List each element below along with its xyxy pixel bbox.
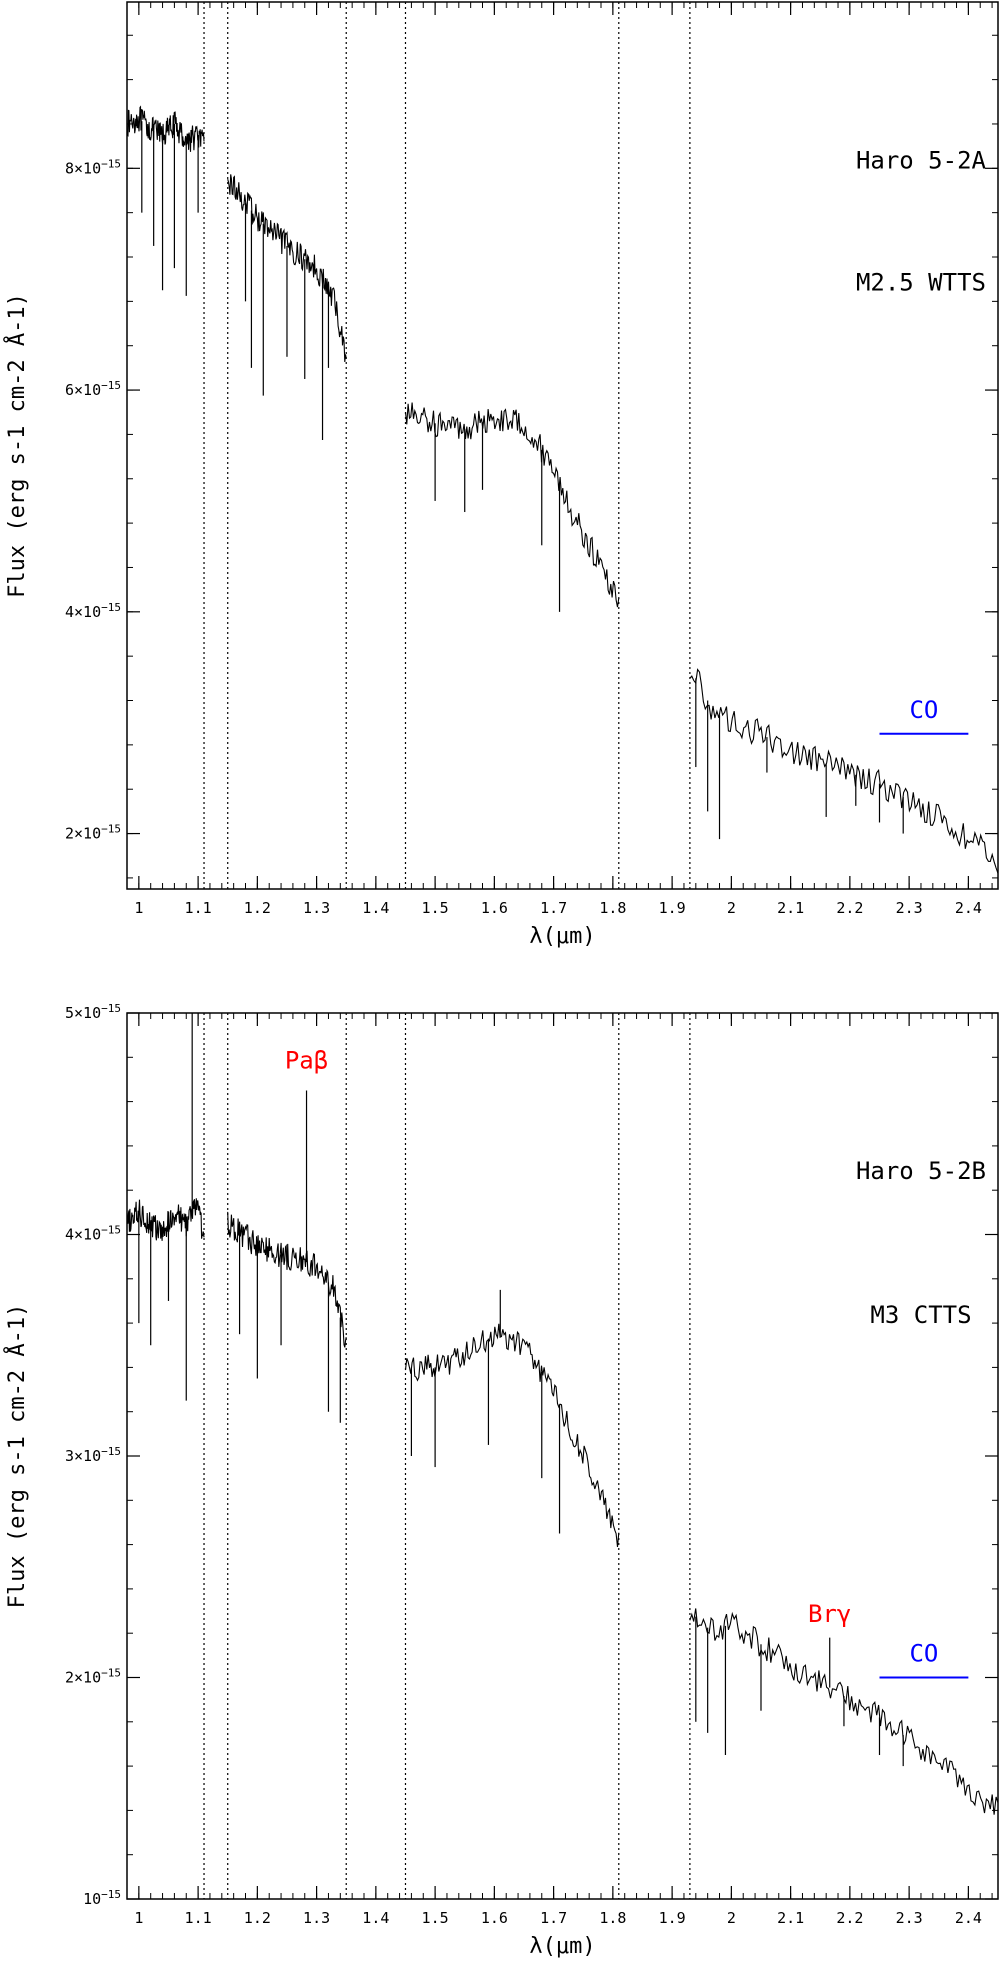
annotation-label: Haro 5-2A bbox=[856, 146, 987, 174]
spectrum-segment bbox=[404, 402, 620, 608]
x-tick-label: 1.6 bbox=[481, 899, 508, 917]
x-tick-label: 1.5 bbox=[422, 899, 449, 917]
x-tick-label: 1.9 bbox=[659, 899, 686, 917]
x-tick-label: 2.3 bbox=[896, 899, 923, 917]
y-axis-label: Flux (erg s-1 cm-2 Å-1) bbox=[3, 1304, 30, 1609]
x-tick-label: 1.1 bbox=[185, 1909, 212, 1927]
x-tick-label: 1.2 bbox=[244, 899, 271, 917]
y-axis-label: Flux (erg s-1 cm-2 Å-1) bbox=[3, 293, 30, 598]
x-tick-label: 1 bbox=[134, 1909, 143, 1927]
x-tick-label: 1.7 bbox=[540, 899, 567, 917]
x-tick-label: 1.4 bbox=[362, 899, 389, 917]
spectrum-segment bbox=[404, 1323, 620, 1547]
annotation-label: Paβ bbox=[285, 1046, 328, 1074]
co-band-label: CO bbox=[909, 696, 938, 724]
x-tick-label: 2.3 bbox=[896, 1909, 923, 1927]
y-tick-label: 10−15 bbox=[83, 1888, 121, 1908]
x-tick-label: 1.6 bbox=[481, 1909, 508, 1927]
x-axis-label: λ(μm) bbox=[529, 1934, 595, 1959]
x-tick-label: 2.2 bbox=[836, 1909, 863, 1927]
y-tick-label: 2×10−15 bbox=[65, 1667, 121, 1687]
x-axis-label: λ(μm) bbox=[529, 924, 595, 949]
spectrum-segment bbox=[126, 1198, 205, 1241]
plot-frame bbox=[126, 1012, 999, 1900]
x-tick-label: 2 bbox=[727, 899, 736, 917]
x-tick-label: 1.8 bbox=[599, 1909, 626, 1927]
spectrum-segment bbox=[126, 105, 205, 152]
plot-frame bbox=[126, 1, 999, 890]
x-tick-label: 2.4 bbox=[955, 1909, 982, 1927]
x-tick-label: 2.4 bbox=[955, 899, 982, 917]
panel-2: 1 1.1 1.2 1.3 1.4 1.5 1.6 1.7 1.8 1.9 2 2.1 2.2 2.3 2.… bbox=[3, 1002, 999, 1959]
spectrum-segment bbox=[689, 668, 999, 874]
y-tick-label: 3×10−15 bbox=[65, 1445, 121, 1465]
x-tick-label: 1.3 bbox=[303, 1909, 330, 1927]
x-tick-label: 1.4 bbox=[362, 1909, 389, 1927]
x-tick-label: 1.3 bbox=[303, 899, 330, 917]
x-tick-label: 1.1 bbox=[185, 899, 212, 917]
y-tick-label: 5×10−15 bbox=[65, 1002, 121, 1022]
x-tick-label: 2.1 bbox=[777, 899, 804, 917]
y-tick-label: 4×10−15 bbox=[65, 1224, 121, 1244]
y-tick-label: 8×10−15 bbox=[65, 157, 121, 177]
x-tick-label: 1.8 bbox=[599, 899, 626, 917]
y-tick-label: 4×10−15 bbox=[65, 601, 121, 621]
x-tick-label: 1.7 bbox=[540, 1909, 567, 1927]
x-tick-label: 1.5 bbox=[422, 1909, 449, 1927]
annotation-label: Brγ bbox=[808, 1600, 851, 1628]
x-tick-label: 1.9 bbox=[659, 1909, 686, 1927]
co-band-label: CO bbox=[909, 1640, 938, 1668]
x-tick-label: 1.2 bbox=[244, 1909, 271, 1927]
panel-1: 1 1.1 1.2 1.3 1.4 1.5 1.6 1.7 1.8 1.9 2 2.1 2.2 2.3 2.… bbox=[3, 1, 999, 949]
annotation-label: Haro 5-2B bbox=[856, 1157, 986, 1185]
x-tick-label: 2 bbox=[727, 1909, 736, 1927]
annotation-label: M2.5 WTTS bbox=[856, 268, 986, 296]
x-tick-label: 2.2 bbox=[836, 899, 863, 917]
y-tick-label: 6×10−15 bbox=[65, 379, 121, 399]
x-tick-label: 1 bbox=[134, 899, 143, 917]
y-tick-label: 2×10−15 bbox=[65, 823, 121, 843]
x-tick-label: 2.1 bbox=[777, 1909, 804, 1927]
annotation-label: M3 CTTS bbox=[870, 1301, 971, 1329]
spectrum-segment bbox=[227, 1211, 347, 1348]
spectrum-segment bbox=[227, 174, 347, 363]
